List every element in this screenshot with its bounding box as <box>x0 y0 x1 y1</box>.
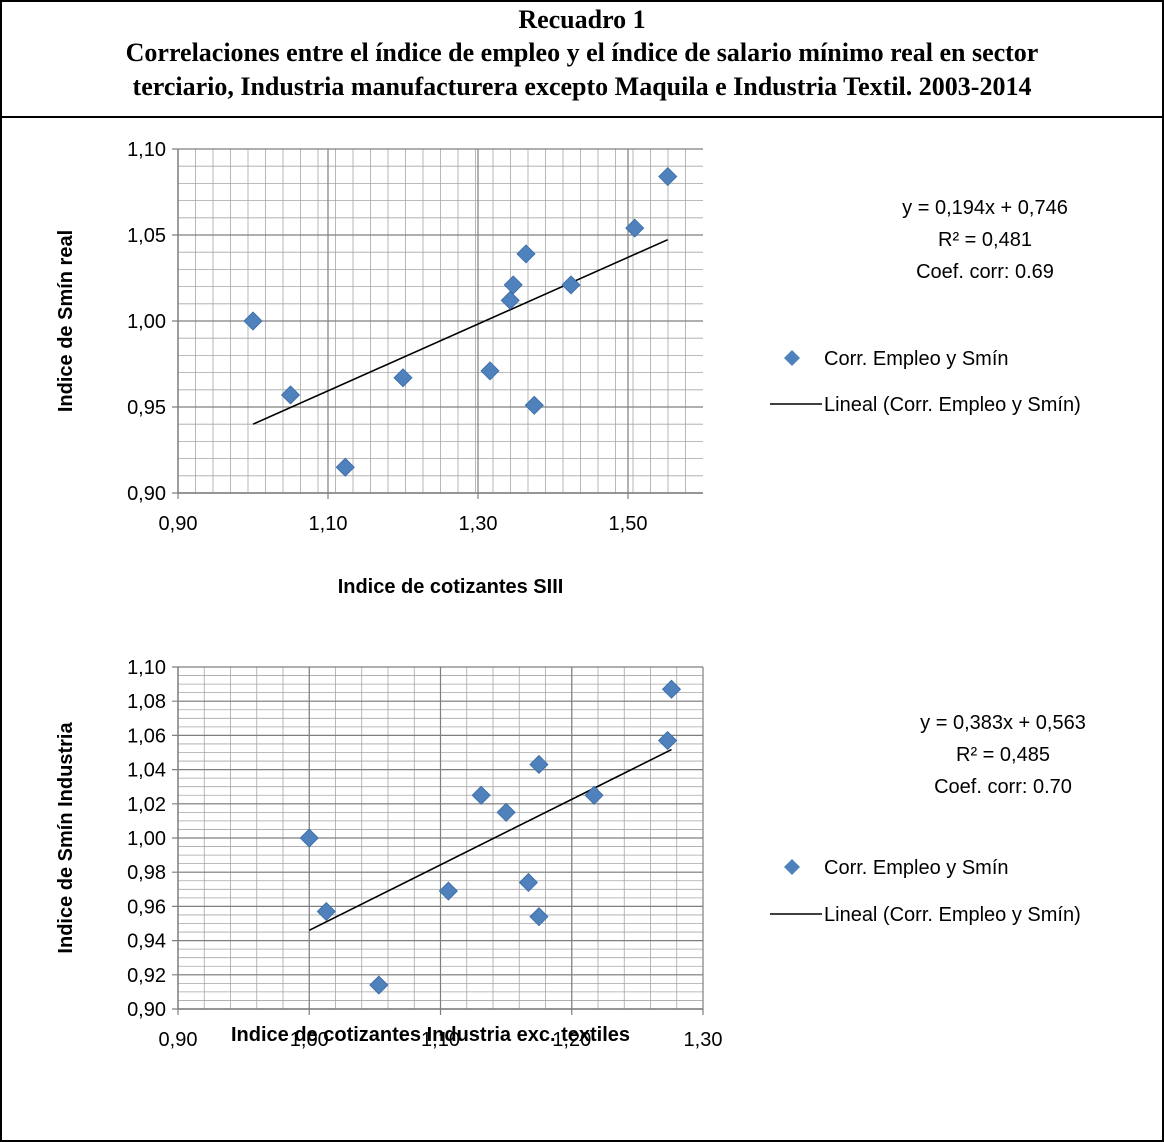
x-tick-label: 0,90 <box>159 1029 198 1051</box>
legend-marker <box>784 350 800 366</box>
x-tick-label: 1,30 <box>684 1029 723 1051</box>
y-tick-label: 1,06 <box>127 725 166 747</box>
y-tick-label: 1,00 <box>127 828 166 850</box>
data-point <box>518 872 539 893</box>
figure-subtitle-line-2: terciario, Industria manufacturera excep… <box>132 72 1032 101</box>
data-point <box>529 754 549 775</box>
y-tick-label: 1,10 <box>127 657 166 679</box>
data-point <box>529 907 549 927</box>
y-tick-label: 0,98 <box>127 862 166 884</box>
data-point <box>280 385 301 405</box>
data-point <box>480 361 500 381</box>
legend: Corr. Empleo y Smín Lineal (Corr. Empleo … <box>770 857 1081 926</box>
data-point <box>299 828 319 848</box>
y-tick-label: 0,95 <box>127 397 166 419</box>
data-point <box>516 244 536 264</box>
major-gridlines <box>172 666 704 1015</box>
x-tick-label: 0,90 <box>159 513 198 535</box>
x-axis-title: Indice de cotizantes Industria exc. text… <box>231 1024 630 1046</box>
figure-subtitle-line-1: Correlaciones entre el índice de empleo … <box>125 38 1039 67</box>
chart-1: 0,90 0,95 1,00 1,05 1,10 0,90 1,10 1,30 1,50 Indi… <box>55 139 1081 598</box>
y-tick-label: 0,90 <box>127 999 166 1021</box>
x-tick-label: 1,10 <box>309 513 348 535</box>
data-point <box>503 275 523 295</box>
legend-label-series: Corr. Empleo y Smín <box>824 348 1009 370</box>
legend-label-series: Corr. Empleo y Smín <box>824 857 1009 879</box>
x-tick-label: 1,50 <box>609 513 648 535</box>
x-tick-label: 1,20 <box>552 1029 591 1051</box>
y-tick-label: 1,05 <box>127 225 166 247</box>
data-point <box>471 785 491 805</box>
data-point <box>625 218 645 238</box>
trendline-annotation: y = 0,383x + 0,563 <box>920 712 1086 734</box>
y-tick-label: 1,08 <box>127 691 166 713</box>
data-point <box>316 901 336 922</box>
y-tick-label: 1,00 <box>127 311 166 333</box>
trendline-annotation: R² = 0,485 <box>956 744 1050 766</box>
figure-header: Recuadro 1 Correlaciones entre el índice… <box>2 2 1162 118</box>
data-point <box>584 785 604 805</box>
x-tick-label: 1,00 <box>290 1029 329 1051</box>
data-points <box>243 166 678 477</box>
y-tick-label: 0,90 <box>127 483 166 505</box>
y-tick-label: 0,94 <box>127 931 166 953</box>
legend-label-trendline: Lineal (Corr. Empleo y Smín) <box>824 904 1081 926</box>
y-tick-label: 1,02 <box>127 794 166 816</box>
data-points <box>299 679 682 995</box>
data-point <box>657 730 678 751</box>
data-point <box>524 395 544 415</box>
y-tick-label: 0,92 <box>127 965 166 987</box>
legend: Corr. Empleo y Smín Lineal (Corr. Empleo … <box>770 348 1081 416</box>
trendline-annotation: R² = 0,481 <box>938 229 1032 251</box>
data-point <box>661 679 682 699</box>
legend-marker <box>784 859 800 875</box>
x-tick-label: 1,30 <box>459 513 498 535</box>
x-axis-title: Indice de cotizantes SIII <box>338 576 564 598</box>
trendline-annotation: Coef. corr: 0.69 <box>916 261 1054 283</box>
legend-label-trendline: Lineal (Corr. Empleo y Smín) <box>824 394 1081 416</box>
data-point <box>393 368 413 388</box>
trendline <box>252 238 669 425</box>
data-point <box>243 311 263 331</box>
data-point <box>335 457 355 477</box>
y-axis-title: Indice de Smín Industria <box>55 722 77 954</box>
x-tick-label: 1,10 <box>421 1029 460 1051</box>
trendline <box>308 748 672 932</box>
figure-title: Recuadro 1 <box>518 5 646 34</box>
data-point <box>496 802 516 822</box>
data-point <box>658 166 678 187</box>
data-point <box>500 290 520 310</box>
y-tick-label: 0,96 <box>127 896 166 918</box>
data-point <box>561 275 581 295</box>
data-point <box>438 881 458 901</box>
trendline-annotation: y = 0,194x + 0,746 <box>902 197 1068 219</box>
y-axis-title: Indice de Smín real <box>55 230 77 412</box>
y-tick-label: 1,04 <box>127 760 166 782</box>
chart-2: 0,90 0,92 0,94 0,96 0,98 1,00 1,02 1,04 1,06 1,08… <box>55 657 1086 1051</box>
y-tick-label: 1,10 <box>127 139 166 161</box>
data-point <box>369 975 389 995</box>
trendline-annotation: Coef. corr: 0.70 <box>934 776 1072 798</box>
